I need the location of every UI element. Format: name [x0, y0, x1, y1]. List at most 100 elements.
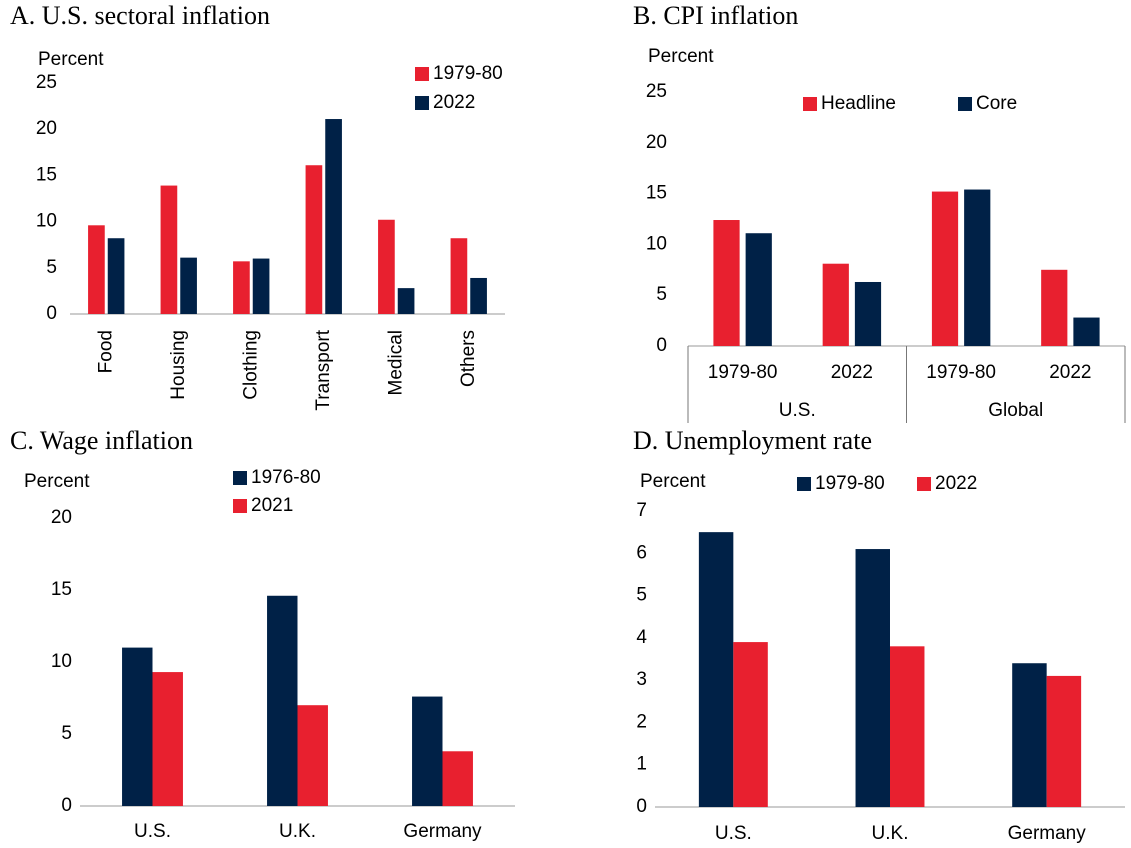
bar	[297, 705, 328, 806]
x-tick-label: Transport	[313, 329, 334, 410]
bar	[107, 238, 125, 314]
x-tick-label: 2022	[1049, 362, 1091, 383]
legend-swatch	[803, 97, 817, 111]
y-tick-label: 1	[636, 754, 647, 775]
bar	[1012, 663, 1047, 807]
x-tick-label: 2022	[831, 362, 873, 383]
x-tick-label: U.S.	[134, 821, 171, 842]
x-tick-label: U.K.	[872, 823, 909, 844]
bar	[378, 219, 395, 314]
y-tick-label: 25	[36, 72, 57, 93]
y-tick-label: 0	[656, 335, 667, 356]
group-label: U.S.	[779, 400, 816, 421]
bar	[822, 263, 849, 346]
bar	[160, 185, 178, 314]
legend-label: 2022	[935, 473, 977, 494]
bar	[325, 119, 342, 314]
legend-label: 2021	[251, 495, 293, 516]
bar	[233, 261, 250, 314]
bar	[305, 165, 323, 314]
y-tick-label: 10	[51, 651, 72, 672]
legend-label: 1979-80	[433, 63, 503, 84]
y-tick-label: 7	[636, 500, 647, 521]
y-tick-label: 6	[636, 542, 647, 563]
y-tick-label: 20	[51, 507, 72, 528]
y-tick-label: 0	[46, 303, 57, 324]
legend-swatch	[233, 499, 247, 513]
bar	[180, 257, 197, 314]
y-tick-label: 10	[36, 211, 57, 232]
legend-swatch	[958, 97, 972, 111]
bar	[733, 642, 768, 807]
bar	[713, 220, 740, 346]
x-tick-label: Housing	[168, 330, 189, 400]
bar	[964, 189, 991, 346]
y-axis-label: Percent	[648, 46, 714, 67]
bar	[88, 225, 105, 314]
y-tick-label: 20	[36, 118, 57, 139]
x-tick-label: Medical	[385, 330, 406, 395]
bar	[855, 549, 890, 807]
chart-title: C. Wage inflation	[10, 426, 193, 455]
x-tick-label: Clothing	[240, 330, 261, 400]
x-tick-label: 1979-80	[708, 362, 778, 383]
bar	[745, 233, 772, 346]
bar	[442, 751, 473, 806]
x-tick-label: U.K.	[279, 821, 316, 842]
legend-label: 1976-80	[251, 467, 321, 488]
y-tick-label: 15	[36, 164, 57, 185]
y-tick-label: 4	[636, 627, 647, 648]
y-tick-label: 0	[61, 795, 72, 816]
x-tick-label: 1979-80	[926, 362, 996, 383]
y-tick-label: 15	[646, 183, 667, 204]
bar	[122, 647, 153, 806]
bar	[412, 696, 443, 806]
bar	[252, 258, 270, 314]
bar	[931, 191, 959, 346]
x-tick-label: Others	[458, 330, 479, 387]
y-tick-label: 15	[51, 579, 72, 600]
y-axis-label: Percent	[640, 471, 706, 492]
legend-swatch	[415, 96, 429, 110]
x-tick-label: Food	[95, 330, 116, 373]
y-tick-label: 5	[656, 284, 667, 305]
bar	[1073, 317, 1100, 346]
bar	[267, 595, 298, 806]
group-label: Global	[988, 400, 1043, 421]
bar	[152, 672, 183, 806]
y-tick-label: 10	[646, 233, 667, 254]
bar	[1046, 675, 1082, 807]
y-tick-label: 5	[61, 723, 72, 744]
y-tick-label: 25	[646, 81, 667, 102]
legend-swatch	[415, 67, 429, 81]
legend-swatch	[917, 477, 931, 491]
bar	[450, 238, 468, 314]
y-tick-label: 5	[46, 257, 57, 278]
x-tick-label: Germany	[403, 821, 482, 842]
y-axis-label: Percent	[38, 49, 104, 70]
bar	[397, 288, 415, 314]
bar	[890, 646, 925, 807]
legend-swatch	[797, 477, 811, 491]
legend-label: 1979-80	[815, 473, 885, 494]
bar	[470, 277, 487, 314]
chart-title: A. U.S. sectoral inflation	[10, 1, 270, 30]
bar	[698, 532, 734, 807]
chart-title: D. Unemployment rate	[633, 426, 872, 455]
x-tick-label: Germany	[1008, 823, 1087, 844]
chart-title: B. CPI inflation	[633, 1, 798, 30]
y-tick-label: 0	[636, 796, 647, 817]
x-tick-label: U.S.	[715, 823, 752, 844]
y-tick-label: 5	[636, 585, 647, 606]
bar	[1041, 269, 1068, 346]
y-tick-label: 2	[636, 711, 647, 732]
legend-label: Headline	[821, 93, 896, 114]
legend-label: Core	[976, 93, 1017, 114]
y-tick-label: 20	[646, 132, 667, 153]
bar	[854, 281, 882, 346]
legend-label: 2022	[433, 92, 475, 113]
legend-swatch	[233, 471, 247, 485]
y-axis-label: Percent	[24, 471, 90, 492]
y-tick-label: 3	[636, 669, 647, 690]
